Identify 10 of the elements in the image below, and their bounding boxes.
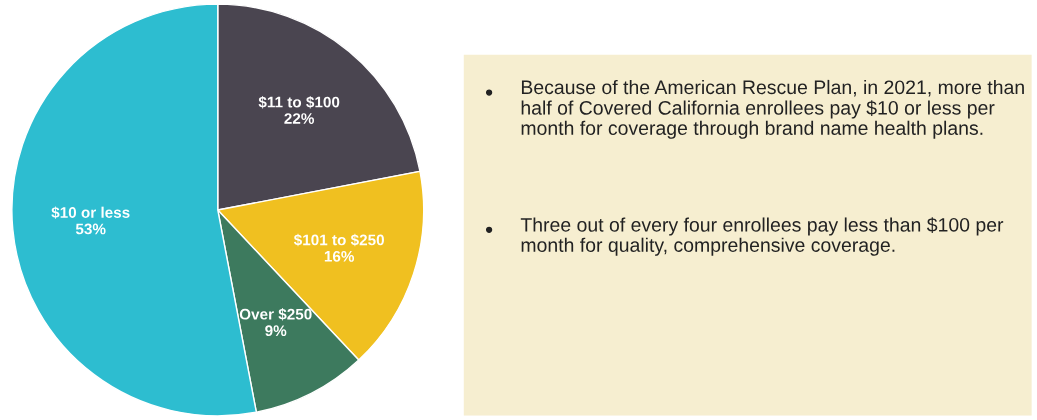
data-label: 22%	[284, 113, 315, 124]
text: Because of the American Rescue Plan, in 2021, more than half of Covered California enrollees pay $10 or less per month for coverage through brand name health plans.	[521, 79, 1024, 139]
slice-label: $10 or less	[51, 206, 130, 219]
data-label: 16%	[324, 250, 355, 262]
text: Three out of every four enrollees pay less than $100 per month for quality, comprehensive coverage.	[520, 217, 1004, 256]
slice-label: Over $250	[239, 308, 312, 321]
slice-label: $11 to $100	[258, 96, 340, 109]
slice-label: $101 to $250	[293, 233, 384, 247]
data-label: 9%	[265, 325, 287, 337]
data-label: 53%	[75, 223, 106, 235]
